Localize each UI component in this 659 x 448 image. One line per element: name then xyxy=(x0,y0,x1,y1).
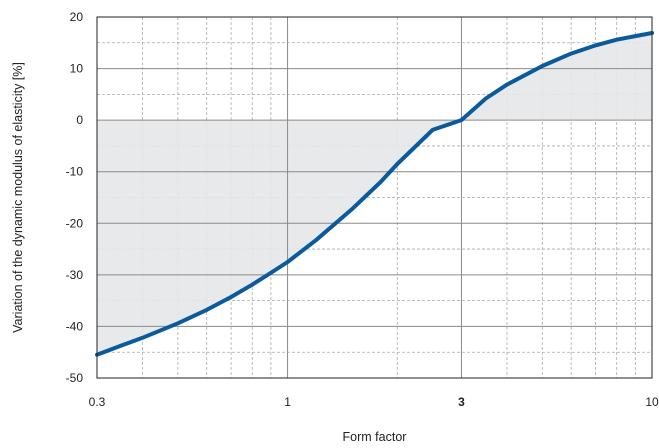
y-tick-label: 10 xyxy=(70,62,84,76)
y-axis-title: Variation of the dynamic modulus of elas… xyxy=(11,62,25,333)
y-tick-label: -20 xyxy=(66,216,84,230)
y-tick-labels: 20 10 0 -10 -20 -30 -40 -50 xyxy=(66,10,84,385)
x-tick-label: 3 xyxy=(458,395,465,409)
grid-major xyxy=(97,17,652,378)
x-tick-labels: 0.3 1 3 10 xyxy=(89,395,659,409)
area-fill xyxy=(97,32,652,355)
y-tick-label: 20 xyxy=(70,10,84,24)
y-tick-label: -50 xyxy=(66,371,84,385)
area-fill-path xyxy=(97,32,652,355)
y-tick-label: -40 xyxy=(66,319,84,333)
series-line-path xyxy=(95,31,654,357)
x-axis-title: Form factor xyxy=(343,430,407,444)
plot-frame xyxy=(96,16,653,379)
y-tick-label: 0 xyxy=(76,113,83,127)
x-tick-label: 10 xyxy=(645,395,659,409)
y-tick-label: -30 xyxy=(66,268,84,282)
x-tick-label: 0.3 xyxy=(89,395,106,409)
series-line xyxy=(95,31,654,357)
x-tick-label: 1 xyxy=(284,395,291,409)
y-tick-label: -10 xyxy=(66,165,84,179)
